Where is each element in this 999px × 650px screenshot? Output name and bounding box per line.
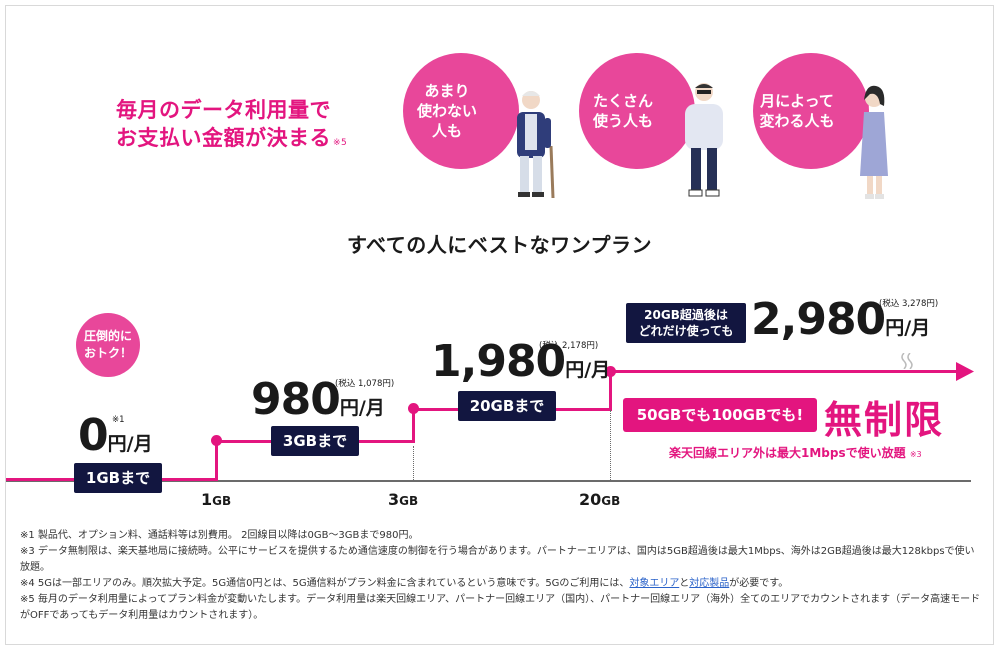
timeline-step-2 [412, 408, 415, 443]
price-tier-2-unit: 円/月 [339, 397, 385, 419]
unlimited-label: 無制限 [824, 398, 945, 442]
price-tier-4-value: 2,980 [751, 294, 886, 345]
bubble-light-text: あまり 使わない 人も [416, 82, 477, 140]
headline-note: ※5 [333, 138, 348, 148]
price-tier-4-tax: (税込 3,278円) [879, 299, 939, 309]
timeline-dot-20gb [605, 366, 616, 377]
price-tier-2: 980円/月 (税込 1,078円) [251, 378, 394, 422]
footnote-3: ※3 データ無制限は、楽天基地局に接続時。公平にサービスを提供するため通信速度の… [20, 546, 975, 573]
price-tier-4: 2,980円/月 (税込 3,278円) [751, 298, 938, 342]
unlimited-usage-box: 50GBでも100GBでも! [623, 398, 817, 432]
price-tier-1-note: ※1 [112, 415, 125, 425]
price-tier-1-value: 0 [78, 410, 109, 461]
badge-3gb: 3GBまで [271, 426, 359, 456]
price-tier-1-unit: 円/月 [107, 433, 153, 455]
price-tier-2-value: 980 [251, 374, 341, 425]
bubble-variable-user: 月によって 変わる人も [753, 53, 869, 169]
dash-20gb [610, 410, 611, 480]
link-target-area[interactable]: 対象エリア [629, 578, 680, 589]
price-tier-3-unit: 円/月 [565, 359, 611, 381]
badge-1gb: 1GBまで [74, 463, 162, 493]
badge-over-20gb: 20GB超過後は どれだけ使っても [626, 303, 746, 343]
link-supported-devices[interactable]: 対応製品 [689, 578, 730, 589]
timeline-step-1 [215, 440, 218, 480]
woman-illustration [860, 85, 888, 199]
timeline-segment-4 [609, 370, 961, 373]
plan-subtitle: すべての人にベストなワンプラン [346, 233, 653, 257]
outside-area-note: 楽天回線エリア外は最大1Mbpsで使い放題 ※3 [669, 444, 922, 461]
dash-3gb [413, 446, 414, 480]
price-tier-2-tax: (税込 1,078円) [335, 379, 395, 389]
axis-label-1gb: 1GB [201, 490, 232, 509]
price-tier-3: 1,980円/月 (税込 2,178円) [431, 340, 610, 384]
headline-line2: お支払い金額が決まる [116, 126, 331, 150]
bubble-light-user: あまり 使わない 人も [403, 53, 519, 169]
timeline-dot-1gb [211, 435, 222, 446]
headline-line1: 毎月のデータ利用量で [116, 98, 331, 122]
price-tier-3-tax: (税込 2,178円) [539, 341, 599, 351]
axis-label-3gb: 3GB [388, 490, 419, 509]
elderly-person-illustration [517, 91, 555, 199]
price-tier-1: 0円/月 ※1 [78, 414, 153, 458]
timeline-baseline [6, 480, 971, 482]
price-tier-3-value: 1,980 [431, 336, 566, 387]
bubble-heavy-user: たくさん 使う人も [579, 53, 695, 169]
timeline-dot-3gb [408, 403, 419, 414]
price-tier-4-unit: 円/月 [885, 317, 931, 339]
bubble-heavy-text: たくさん 使う人も [592, 92, 653, 130]
footnote-4: ※4 5Gは一部エリアのみ。順次拡大予定。5G通信0円とは、5G通信料がプラン料… [20, 578, 789, 589]
young-person-illustration [685, 83, 723, 197]
footnote-1: ※1 製品代、オプション料、通話料等は別費用。 2回線目以降は0GB〜3GBまで… [20, 530, 419, 541]
bubble-variable-text: 月によって 変わる人も [759, 92, 835, 130]
wavy-break-icon [901, 353, 913, 369]
badge-great-deal: 圧倒的に おトク！ [76, 313, 140, 377]
footnote-5: ※5 毎月のデータ利用量によってプラン料金が変動いたします。データ利用量は楽天回… [20, 594, 981, 621]
outside-area-footnote-ref: ※3 [909, 450, 922, 459]
badge-20gb: 20GBまで [458, 391, 556, 421]
headline: 毎月のデータ利用量で お支払い金額が決まる ※5 [116, 96, 347, 157]
outside-area-text: 楽天回線エリア外は最大1Mbpsで使い放題 [669, 446, 906, 460]
footnotes: ※1 製品代、オプション料、通話料等は別費用。 2回線目以降は0GB〜3GBまで… [20, 528, 982, 624]
plan-panel: 毎月のデータ利用量で お支払い金額が決まる ※5 あまり 使わない 人も たくさん… [5, 5, 994, 645]
axis-label-20gb: 20GB [579, 490, 621, 509]
arrow-right-icon [956, 362, 974, 381]
timeline-step-3 [609, 370, 612, 411]
